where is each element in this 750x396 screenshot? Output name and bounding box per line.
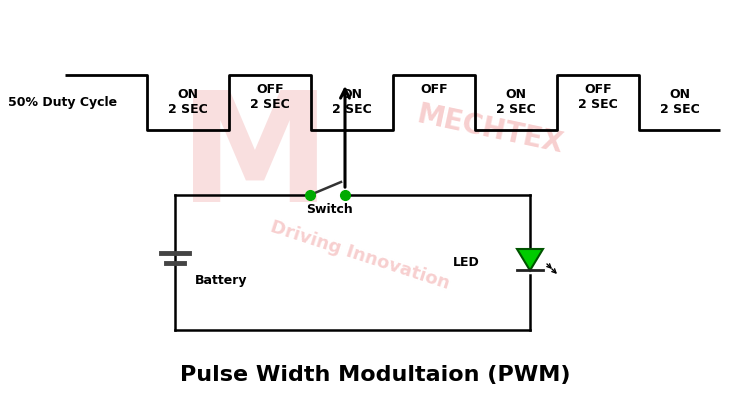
Text: OFF
2 SEC: OFF 2 SEC bbox=[578, 83, 618, 111]
Text: M: M bbox=[179, 86, 331, 234]
Text: Switch: Switch bbox=[306, 203, 352, 216]
Polygon shape bbox=[517, 249, 543, 270]
Text: OFF
2 SEC: OFF 2 SEC bbox=[250, 83, 290, 111]
Text: 50% Duty Cycle: 50% Duty Cycle bbox=[8, 96, 117, 109]
Text: ON
2 SEC: ON 2 SEC bbox=[168, 88, 208, 116]
Text: Driving Innovation: Driving Innovation bbox=[268, 217, 452, 293]
Text: ON
2 SEC: ON 2 SEC bbox=[660, 88, 699, 116]
Text: MECHTEX: MECHTEX bbox=[414, 101, 566, 159]
Text: OFF: OFF bbox=[420, 83, 448, 96]
Text: ON
2 SEC: ON 2 SEC bbox=[332, 88, 372, 116]
Text: ON
2 SEC: ON 2 SEC bbox=[496, 88, 536, 116]
Text: LED: LED bbox=[453, 255, 480, 268]
Text: Battery: Battery bbox=[195, 274, 248, 287]
Text: Pulse Width Modultaion (PWM): Pulse Width Modultaion (PWM) bbox=[180, 365, 570, 385]
